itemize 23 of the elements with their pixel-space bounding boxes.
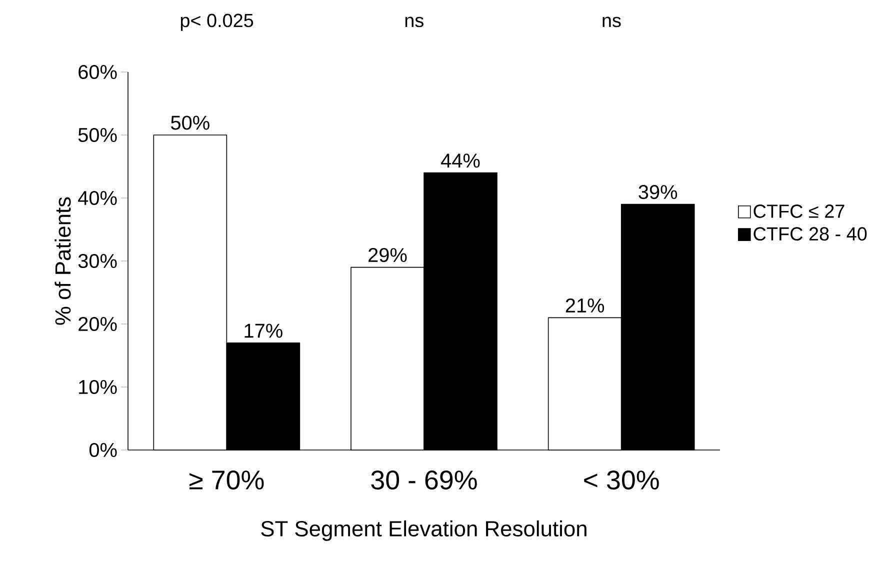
y-axis-title: % of Patients bbox=[54, 197, 71, 325]
y-tick-label: 60% bbox=[78, 64, 117, 80]
y-tick-label: 50% bbox=[78, 128, 117, 142]
text: ns bbox=[602, 16, 621, 28]
data-label: 21% bbox=[566, 298, 604, 312]
data-label: 50% bbox=[171, 116, 210, 130]
y-tick-label: 20% bbox=[78, 316, 117, 332]
data-label: 44% bbox=[441, 154, 480, 168]
text: ns bbox=[405, 16, 424, 28]
x-axis-title: ST Segment Elevation Resolution bbox=[261, 520, 586, 541]
data-label: 17% bbox=[244, 324, 282, 338]
x-tick-label: 30 - 69% bbox=[371, 470, 477, 490]
legend-label: CTFC 28 - 40 bbox=[754, 227, 867, 241]
data-label: 29% bbox=[368, 248, 407, 262]
x-tick-label: ≥ 70% bbox=[189, 470, 264, 490]
legend-label: CTFC ≤ 27 bbox=[754, 204, 844, 218]
text: p< 0.025 bbox=[180, 14, 254, 31]
data-label: 39% bbox=[638, 185, 678, 200]
y-tick-label: 40% bbox=[78, 190, 117, 206]
y-tick-label: 30% bbox=[78, 254, 117, 268]
y-tick-label: 0% bbox=[89, 442, 117, 458]
x-tick-label: < 30% bbox=[584, 470, 659, 490]
y-tick-label: 10% bbox=[79, 380, 117, 394]
